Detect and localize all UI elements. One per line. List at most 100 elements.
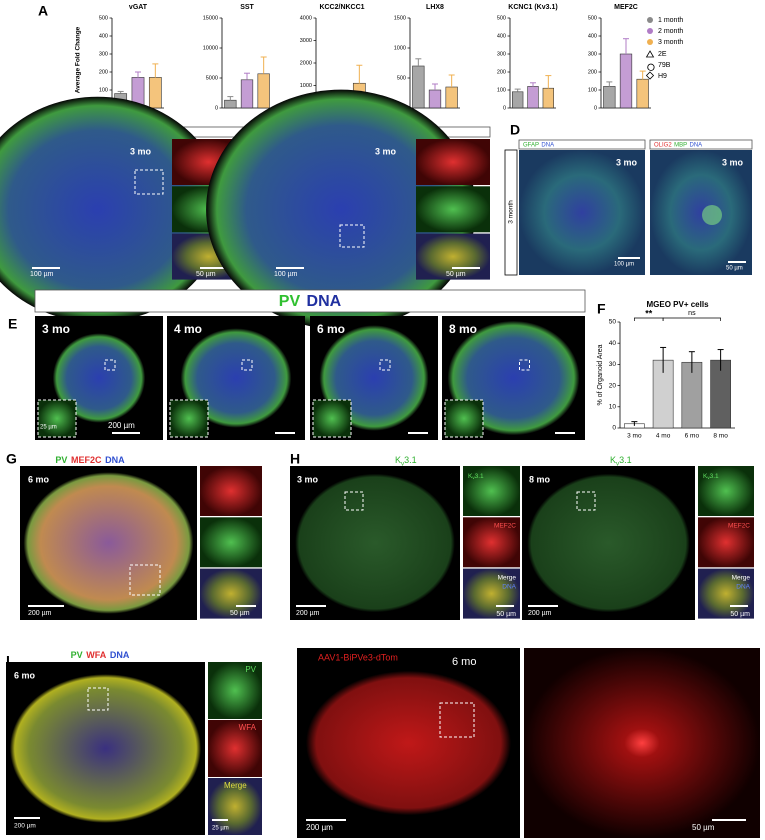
legend-label: 3 month — [658, 39, 683, 46]
micrograph — [698, 517, 754, 568]
y-tick-label: 0 — [612, 425, 616, 432]
age-label: 3 mo — [616, 157, 638, 167]
stain-name: PV — [279, 293, 301, 310]
stain-name: DNA — [541, 142, 554, 148]
y-tick-label: 3000 — [300, 38, 312, 44]
y-tick-label: 100 — [588, 87, 597, 93]
y-tick-label: 30 — [609, 361, 617, 368]
stain-name: PV — [71, 650, 83, 660]
cell — [702, 205, 722, 225]
age-label: 3 mo — [130, 146, 152, 156]
legend-marker — [647, 63, 655, 71]
micrograph — [208, 720, 262, 777]
age-label: 3 mo — [297, 474, 319, 484]
inset — [445, 400, 483, 437]
panel-label: F — [597, 301, 606, 317]
chart-title: SST — [240, 4, 254, 11]
zoom-box — [312, 399, 352, 438]
organoid — [305, 670, 512, 816]
y-tick-label: 100 — [497, 87, 506, 93]
stain-name: DNA — [105, 455, 125, 465]
age-label: 3 mo — [42, 322, 70, 336]
bar — [511, 91, 524, 109]
legend-label: 79B — [658, 62, 671, 69]
y-tick-label: 20 — [609, 382, 617, 389]
micrograph — [208, 778, 262, 835]
scale-label: 25 µm — [40, 425, 57, 431]
chart-title: LHX8 — [426, 4, 444, 11]
organoid — [0, 96, 225, 323]
row-label: 3 month — [508, 200, 515, 224]
bar — [542, 87, 555, 109]
bar — [412, 65, 425, 109]
organoid — [527, 473, 690, 613]
micrograph — [519, 150, 645, 275]
stain-header: PV WFA DNA — [71, 650, 130, 660]
scale-label: 50 µm — [230, 610, 250, 617]
y-tick-label: 50 — [609, 319, 617, 326]
stain-header: GFAP DNA — [523, 142, 554, 148]
scale-label: 50 µm — [496, 611, 516, 618]
header-box — [518, 139, 646, 150]
micrograph — [698, 568, 754, 619]
zoom-box — [519, 359, 530, 371]
scale-label: 25 µm — [212, 826, 229, 832]
panel-label: G — [6, 451, 17, 467]
sig-bracket — [634, 317, 664, 321]
inset-label: Merge — [732, 575, 751, 582]
y-tick-label: 400 — [99, 33, 108, 39]
y-tick-label: 1500 — [394, 15, 406, 21]
micrograph — [200, 517, 262, 568]
bar — [224, 99, 237, 109]
inset-label: DNA — [502, 584, 516, 591]
kv-rest: 3.1 — [619, 455, 632, 465]
kv-label: Kv3.1 — [395, 455, 417, 467]
scale-label: 50 µm — [196, 271, 216, 278]
bar — [428, 89, 442, 109]
y-tick-label: 300 — [588, 51, 597, 57]
scale-label: 50 µm — [726, 266, 743, 272]
panel-label: J — [300, 653, 308, 669]
x-tick-label: 4 mo — [656, 433, 671, 440]
kv-main: K — [395, 455, 401, 465]
micrograph — [200, 466, 262, 516]
panel-label: H — [290, 451, 300, 467]
y-tick-label: 0 — [215, 105, 218, 111]
bar — [240, 79, 254, 109]
scale-label: 100 µm — [274, 271, 298, 278]
y-tick-label: 500 — [99, 15, 108, 21]
scale-label: 200 µm — [296, 610, 320, 617]
micrograph — [650, 150, 752, 275]
y-tick-label: 500 — [588, 15, 597, 21]
panel-label: E — [8, 316, 17, 332]
legend-swatch — [647, 28, 653, 34]
y-tick-label: 40 — [609, 340, 617, 347]
scale-label: 200 µm — [14, 823, 36, 830]
zoom-box — [241, 359, 253, 371]
age-label: 8 mo — [449, 322, 477, 336]
panel-label: A — [38, 3, 48, 19]
inset — [313, 400, 351, 437]
stain-header: PV DNA — [279, 293, 342, 310]
age-label: 3 mo — [722, 157, 744, 167]
y-tick-label: 300 — [99, 51, 108, 57]
chart-title: KCNC1 (Kv3.1) — [508, 4, 557, 11]
micrograph — [463, 517, 520, 568]
kv-main: K — [703, 473, 708, 480]
chart-title: MGEO PV+ cells — [646, 300, 709, 309]
zoom-box — [344, 491, 364, 511]
stain-name: PV — [55, 455, 67, 465]
zoom-box — [439, 702, 475, 738]
y-tick-label: 2000 — [300, 60, 312, 66]
stain-name: DNA — [110, 650, 130, 660]
organoid — [9, 674, 202, 823]
header-box — [649, 139, 753, 150]
zoom-box — [129, 564, 161, 596]
legend-label: 2E — [658, 51, 667, 58]
micrograph — [524, 648, 760, 838]
age-label: 6 mo — [14, 670, 36, 680]
y-tick-label: 0 — [594, 105, 597, 111]
kv-sub: v — [401, 460, 405, 467]
bar — [445, 86, 458, 109]
